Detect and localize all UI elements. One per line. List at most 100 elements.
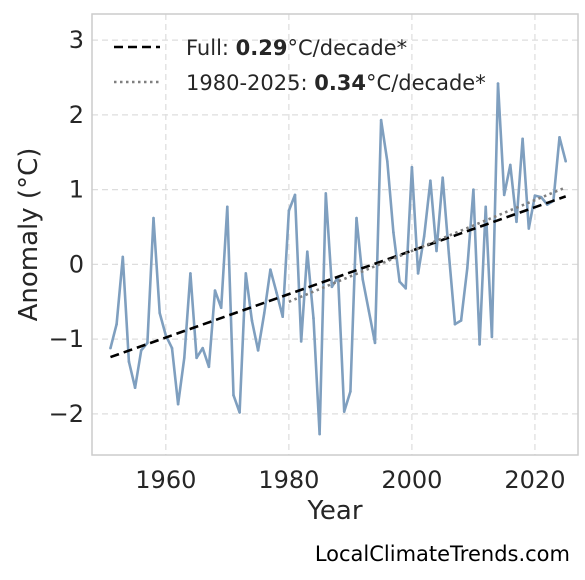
data-point: [355, 216, 358, 220]
data-point: [256, 349, 260, 352]
data-point: [207, 365, 211, 369]
data-point: [318, 432, 321, 436]
legend-label-full: Full: 0.29°C/decade*: [186, 36, 407, 60]
data-point: [422, 234, 426, 238]
data-point: [404, 287, 408, 290]
data-point: [269, 268, 272, 271]
data-point: [312, 316, 315, 320]
source-label: LocalClimateTrends.com: [315, 542, 570, 566]
data-point: [330, 285, 334, 289]
data-point: [429, 179, 432, 182]
data-point: [170, 346, 174, 350]
x-tick-label: 1960: [135, 466, 196, 494]
x-tick-label: 2000: [381, 466, 442, 494]
legend: Full: 0.29°C/decade* 1980-2025: 0.34°C/d…: [114, 36, 486, 95]
data-point: [533, 194, 537, 197]
data-point: [213, 289, 217, 292]
data-point: [176, 402, 180, 406]
data-point: [416, 272, 420, 275]
trend-line-full: [110, 195, 567, 359]
legend-full-value: 0.29: [236, 36, 288, 60]
data-point: [109, 346, 112, 350]
grid: [92, 14, 578, 455]
data-point: [238, 411, 241, 414]
data-point: [195, 356, 198, 360]
plot-frame: [91, 13, 579, 456]
data-point: [441, 176, 444, 179]
data-point: [502, 193, 506, 197]
data-point: [244, 272, 248, 275]
data-point: [275, 291, 278, 295]
y-tick-label: 2: [69, 101, 84, 129]
y-tick-label: −2: [49, 400, 84, 428]
data-point: [398, 280, 401, 283]
data-point: [367, 309, 371, 313]
data-point: [527, 227, 531, 230]
data-point: [385, 159, 389, 163]
data-point: [472, 188, 475, 191]
x-ticks: 1960 1980 2000 2020: [135, 466, 565, 494]
data-point: [379, 118, 383, 122]
data-point: [558, 136, 561, 139]
data-point: [496, 82, 500, 85]
x-tick-label: 1980: [258, 466, 319, 494]
legend-label-1980-2025: 1980-2025: 0.34°C/decade*: [186, 71, 486, 95]
data-point: [152, 216, 155, 220]
data-point: [189, 272, 192, 275]
y-tick-label: 1: [69, 176, 84, 204]
data-point: [127, 360, 131, 363]
data-point: [287, 209, 291, 212]
x-tick-label: 2020: [504, 466, 565, 494]
data-point: [349, 390, 352, 393]
x-axis-label: Year: [306, 496, 362, 526]
legend-full-suffix: °C/decade*: [288, 36, 408, 60]
data-point: [478, 343, 481, 346]
data-point: [484, 205, 488, 209]
data-point: [342, 410, 346, 413]
data-point: [262, 311, 266, 315]
data-point: [515, 220, 518, 224]
data-point: [373, 341, 377, 345]
data-point: [281, 315, 285, 319]
data-point: [182, 356, 186, 360]
data-point: [139, 349, 143, 352]
anomaly-series-line: [109, 82, 567, 436]
data-point: [521, 137, 524, 141]
legend-full-prefix: Full:: [186, 36, 236, 60]
y-tick-label: 3: [69, 26, 84, 54]
legend-recent-value: 0.34: [314, 71, 366, 95]
trend-line-1980-2025: [288, 186, 567, 303]
data-point: [564, 159, 567, 163]
data-point: [392, 230, 395, 234]
data-point: [459, 319, 463, 322]
data-point: [509, 163, 512, 167]
data-point: [219, 306, 223, 310]
data-point: [201, 346, 205, 350]
data-point: [490, 335, 494, 339]
data-point: [158, 311, 161, 315]
data-point: [232, 393, 235, 397]
data-point: [293, 193, 297, 197]
series: [109, 82, 567, 436]
data-point: [133, 386, 137, 390]
y-tick-label: 0: [69, 250, 84, 278]
data-point: [306, 250, 309, 253]
y-axis-label: Anomaly (°C): [14, 148, 44, 322]
trend-lines: [110, 186, 567, 359]
data-point: [146, 341, 149, 345]
legend-recent-suffix: °C/decade*: [366, 71, 486, 95]
y-tick-label: −1: [49, 325, 84, 353]
data-point: [115, 322, 118, 326]
data-point: [121, 255, 125, 259]
data-point: [447, 251, 451, 255]
data-point: [226, 205, 229, 209]
legend-recent-prefix: 1980-2025:: [186, 71, 314, 95]
data-point: [435, 249, 438, 253]
data-point: [361, 278, 364, 281]
data-point: [299, 340, 303, 343]
data-point: [250, 319, 254, 322]
data-point: [410, 165, 414, 169]
data-point: [465, 266, 469, 270]
data-point: [453, 322, 457, 326]
